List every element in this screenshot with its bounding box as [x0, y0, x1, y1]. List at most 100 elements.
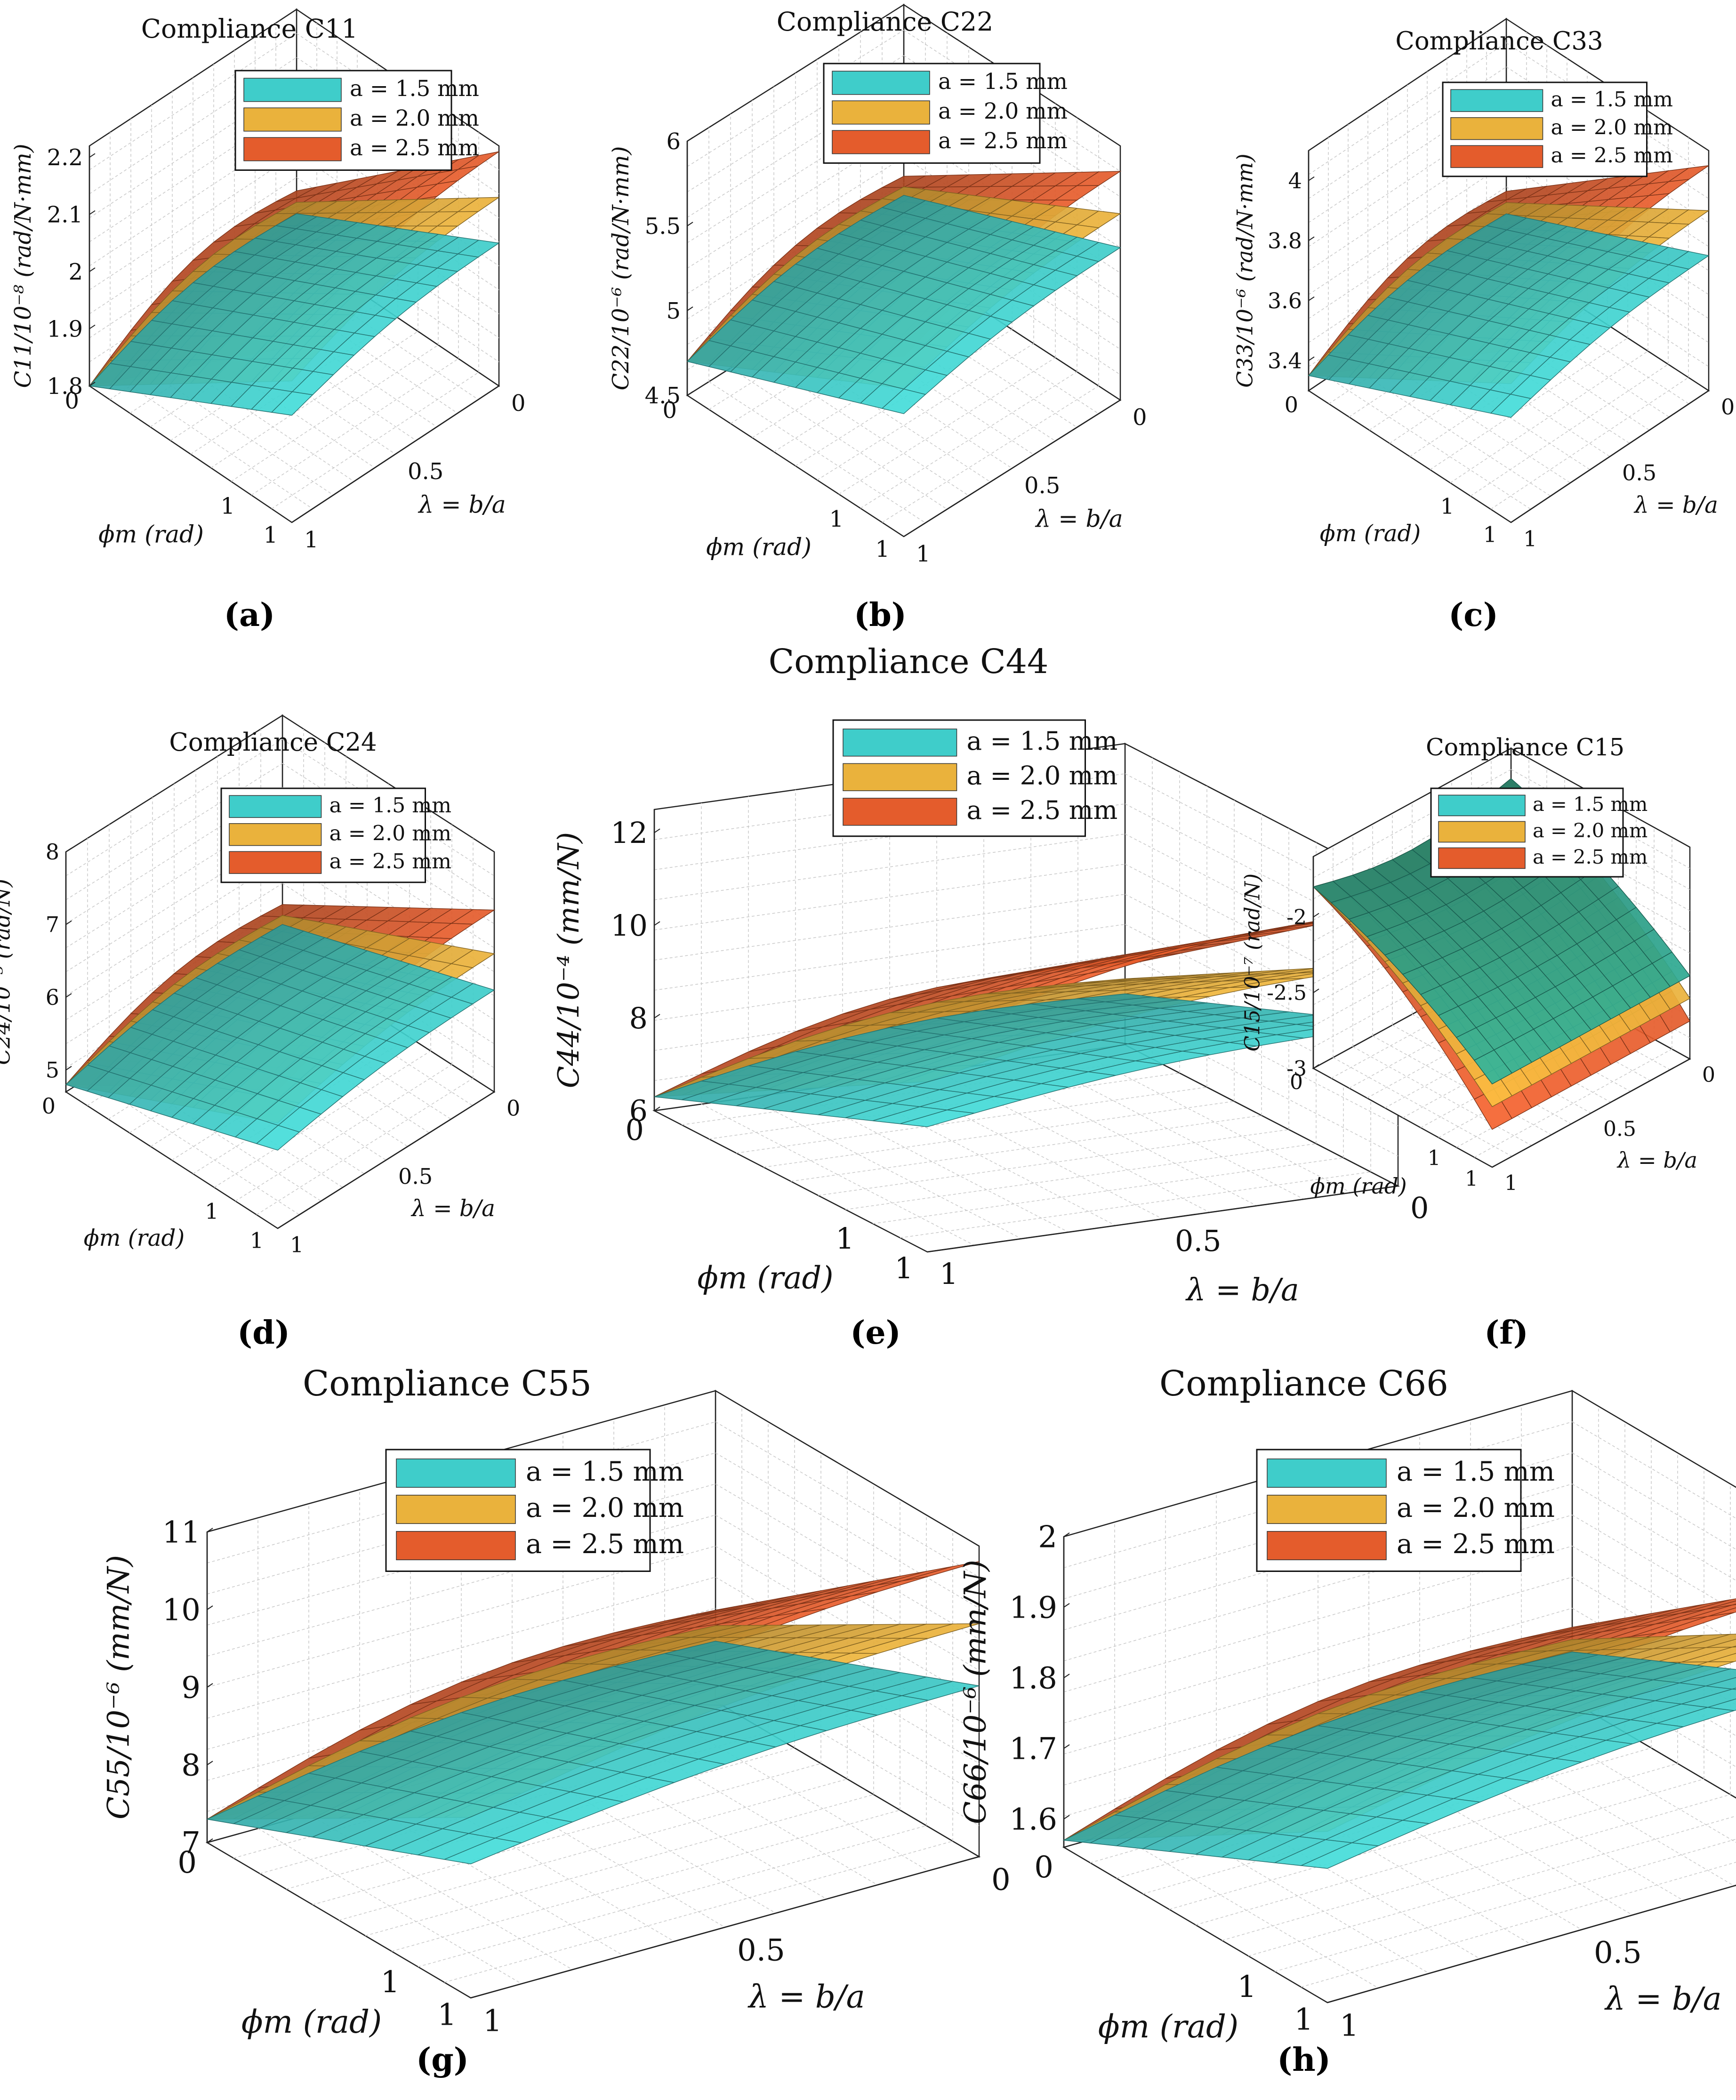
x-axis-label: ϕm (rad): [706, 533, 812, 561]
z-tick-label: 10: [162, 1593, 201, 1627]
y-axis-label: λ = b/a: [418, 491, 506, 519]
z-tick-mark: [687, 306, 693, 311]
y-tick-label: 1: [1523, 526, 1537, 552]
surface-series-1: [686, 195, 1121, 414]
x-axis-line: [1492, 1058, 1690, 1168]
legend-swatch: [1450, 89, 1543, 112]
legend-entry: a = 1.5 mm: [1533, 793, 1648, 816]
x-tick-label: 0: [1034, 1850, 1053, 1885]
z-tick-mark: [89, 382, 96, 386]
z-axis-label: C22/10⁻⁶ (rad/N·mm): [608, 146, 634, 390]
z-tick-mark: [89, 153, 96, 158]
x-tick-label: 0: [64, 388, 79, 414]
x-tick-label: 1: [875, 536, 890, 562]
chart-title: Compliance C15: [1426, 733, 1624, 761]
legend-entry: a = 1.5 mm: [330, 794, 452, 818]
legend-entry: a = 2.5 mm: [526, 1529, 684, 1560]
panel-label: (d): [237, 1314, 290, 1352]
y-tick-label: 0.5: [737, 1933, 785, 1968]
legend-entry: a = 1.5 mm: [526, 1456, 684, 1487]
z-tick-label: -2: [1286, 906, 1307, 930]
y-tick-label: 1: [290, 1232, 304, 1258]
legend-entry: a = 2.0 mm: [967, 761, 1118, 791]
z-tick-mark: [1313, 1064, 1319, 1069]
z-tick-label: -2.5: [1267, 981, 1307, 1005]
z-tick-mark: [65, 920, 72, 925]
legend-swatch: [229, 851, 322, 874]
legend: a = 1.5 mm a = 2.0 mm a = 2.5 mm: [832, 719, 1118, 837]
legend-swatch: [843, 729, 957, 757]
legend-swatch: [396, 1531, 516, 1561]
y-axis-label: λ = b/a: [1616, 1147, 1697, 1173]
z-tick-mark: [1063, 1532, 1070, 1537]
legend-entry: a = 2.0 mm: [1551, 116, 1673, 140]
legend-entry: a = 2.0 mm: [1397, 1492, 1555, 1523]
y-tick-label: 1: [1340, 2008, 1359, 2043]
z-tick-mark: [65, 848, 72, 852]
panel-label: (a): [224, 596, 275, 634]
x-axis-line: [1327, 1884, 1736, 2004]
surface-series-1: [206, 1641, 980, 1865]
y-axis-label: λ = b/a: [1185, 1273, 1299, 1308]
x-tick-label: 1: [250, 1227, 264, 1253]
z-tick-label: 5: [666, 298, 681, 324]
y-tick-label: 0: [1721, 394, 1735, 420]
x-axis-label: ϕm (rad): [98, 521, 204, 548]
legend-swatch: [832, 100, 930, 125]
x-tick-label: 1: [1465, 1167, 1478, 1191]
legend-entry: a = 2.0 mm: [330, 822, 452, 846]
x-tick-label: 1: [1428, 1146, 1441, 1170]
z-tick-mark: [1063, 1815, 1070, 1819]
x-axis-label: ϕm (rad): [1320, 521, 1421, 547]
z-tick-label: 1.9: [1009, 1590, 1057, 1625]
chart-title: Compliance C24: [169, 728, 377, 757]
x-axis-label: ϕm (rad): [1098, 2008, 1238, 2045]
y-tick-label: 0.5: [398, 1164, 433, 1189]
legend-entry: a = 2.5 mm: [938, 128, 1068, 154]
chart-title: Compliance C11: [141, 14, 358, 44]
z-tick-label: 7: [46, 912, 59, 938]
z-tick-mark: [1308, 176, 1315, 181]
z-tick-label: 4.5: [645, 383, 681, 409]
z-tick-mark: [207, 1528, 213, 1532]
y-tick-label: 0.5: [1024, 473, 1060, 499]
legend-swatch: [243, 137, 342, 161]
legend-entry: a = 2.0 mm: [1533, 819, 1648, 842]
z-tick-label: 8: [46, 839, 59, 865]
legend-swatch: [843, 763, 957, 791]
x-tick-label: 1: [263, 522, 278, 548]
y-tick-label: 0: [506, 1096, 520, 1121]
legend-swatch: [229, 795, 322, 818]
y-tick-label: 0: [1410, 1191, 1429, 1225]
chart-title: Compliance C44: [769, 642, 1049, 681]
chart-title: Compliance C66: [1159, 1364, 1448, 1404]
y-tick-label: 1: [483, 2004, 502, 2038]
x-axis-line: [470, 1856, 980, 1999]
surface-patch: [1473, 1050, 1513, 1085]
z-tick-mark: [654, 1014, 660, 1018]
surface-series-1: [65, 924, 495, 1151]
x-tick-label: 0: [662, 397, 677, 424]
legend-swatch: [832, 130, 930, 154]
z-tick-mark: [687, 391, 693, 396]
legend: a = 1.5 mm a = 2.0 mm a = 2.5 mm: [220, 787, 452, 883]
legend-swatch: [396, 1495, 516, 1524]
legend-swatch: [1438, 847, 1526, 869]
surface-patch: [256, 1125, 300, 1151]
z-tick-label: 6: [629, 1094, 648, 1128]
z-axis-label: C55/10⁻⁶ (mm/N): [102, 1555, 137, 1819]
legend-swatch: [243, 78, 342, 102]
y-tick-label: 1: [304, 527, 319, 553]
y-tick-label: 0.5: [1594, 1935, 1642, 1970]
legend: a = 1.5 mm a = 2.0 mm a = 2.5 mm: [823, 63, 1068, 164]
z-tick-label: 8: [629, 1001, 648, 1035]
z-tick-mark: [89, 210, 96, 215]
z-tick-label: 9: [181, 1670, 201, 1705]
z-tick-label: 7: [181, 1826, 201, 1860]
z-axis-label: C24/10⁻⁵ (rad/N): [0, 879, 15, 1065]
legend: a = 1.5 mm a = 2.0 mm a = 2.5 mm: [385, 1449, 684, 1572]
